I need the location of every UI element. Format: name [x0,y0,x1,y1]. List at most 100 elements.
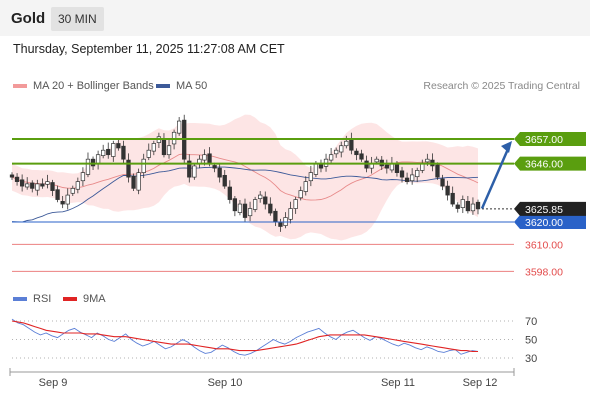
candle-body [268,203,273,214]
level-label-3610.00: 3610.00 [525,239,563,251]
rsi-ma-swatch [63,297,77,302]
rsi-series-9MA [11,320,478,353]
candle-body [475,201,481,210]
candle-body [121,145,126,160]
candle-body [415,170,420,178]
candle-body [334,149,339,155]
last-price-tag [514,201,586,216]
candle-body [227,186,232,200]
candle-body [450,192,455,205]
candle-body [35,183,40,191]
level-label-3657.00: 3657.00 [525,134,563,146]
level-tag-3620.00 [514,215,586,229]
candle-body [30,182,35,189]
candle-body [263,196,268,205]
rsi-series-RSI [11,318,479,356]
candle-body [313,163,319,175]
candle-body [136,172,141,191]
candle-body [131,175,136,189]
chart-datetime: Thursday, September 11, 2025 11:27:08 AM… [13,42,285,56]
candle-body [470,203,476,212]
candle-body [111,143,116,157]
candle-body [308,172,313,182]
candle-body [141,158,146,173]
candle-body [45,181,50,185]
candle-body [354,150,359,156]
header-bar: Gold 30 MIN [0,0,590,36]
ma50-line [11,166,479,223]
legend-rsi-ma: 9MA [63,293,106,305]
candle-body [19,179,25,187]
credit-text: Research © 2025 Trading Central [423,80,580,92]
candle-body [465,201,471,212]
candle-body [247,208,253,217]
candle-body [207,153,212,165]
candle-body [116,143,121,149]
level-label-3646.00: 3646.00 [525,159,563,171]
candle-body [14,176,20,182]
candle-body [242,203,248,218]
candle-body [75,181,80,190]
rsi-tick-50: 50 [525,335,537,347]
candle-body [328,154,334,161]
candle-body [339,145,344,153]
candle-body [252,199,258,210]
candle-body [80,172,86,182]
candle-body [65,194,70,205]
x-label-sep-12: Sep 12 [463,377,498,389]
legend-rsi: RSI [13,293,51,305]
candle-body [40,183,45,187]
level-tag-3657.00 [514,132,586,146]
rsi-tick-30: 30 [525,353,537,365]
ma50-swatch [156,84,170,89]
ma20-swatch [13,84,27,89]
candle-body [399,170,405,178]
candle-body [55,189,60,200]
rsi-ma-label: 9MA [83,293,106,305]
candle-body [440,178,445,187]
candle-body [217,167,222,178]
legend-ma50: MA 50 [156,80,207,92]
rsi-swatch [13,297,27,302]
candle-body [177,120,182,134]
level-label-3620.00: 3620.00 [525,217,563,229]
candle-body [445,185,450,196]
candle-body [420,163,425,171]
timeframe-badge[interactable]: 30 MIN [51,7,104,31]
candle-body [404,177,410,182]
candle-body [359,153,364,160]
candle-body [273,210,278,223]
candle-body [435,164,440,178]
candle-body [60,201,65,205]
candle-body [460,199,465,208]
candle-body [410,174,415,182]
candle-body [146,149,151,158]
rsi-tick-70: 70 [525,316,537,328]
ma50-label: MA 50 [176,80,208,92]
candle-body [90,158,96,167]
candle-body [384,164,389,169]
candle-body [237,203,243,213]
projection-arrow-shaft [480,148,510,210]
candle-body [344,140,349,147]
candle-body [50,182,55,191]
candle-body [9,174,15,178]
candle-body [161,138,167,156]
candle-body [455,204,460,209]
symbol-title: Gold [11,10,46,27]
level-label-3598.00: 3598.00 [525,266,563,278]
candle-body [288,208,293,220]
candle-body [187,160,192,178]
candle-body [101,149,106,156]
candle-body [222,174,227,187]
candle-body [349,139,354,151]
ma20-label: MA 20 + Bollinger Bands [33,80,154,92]
candle-body [106,148,111,156]
candle-body [293,199,298,209]
x-label-sep-11: Sep 11 [381,377,415,389]
candle-body [394,163,400,173]
last-price-label: 3625.85 [525,204,563,216]
candle-body [258,194,263,200]
legend-ma20: MA 20 + Bollinger Bands [13,80,154,92]
